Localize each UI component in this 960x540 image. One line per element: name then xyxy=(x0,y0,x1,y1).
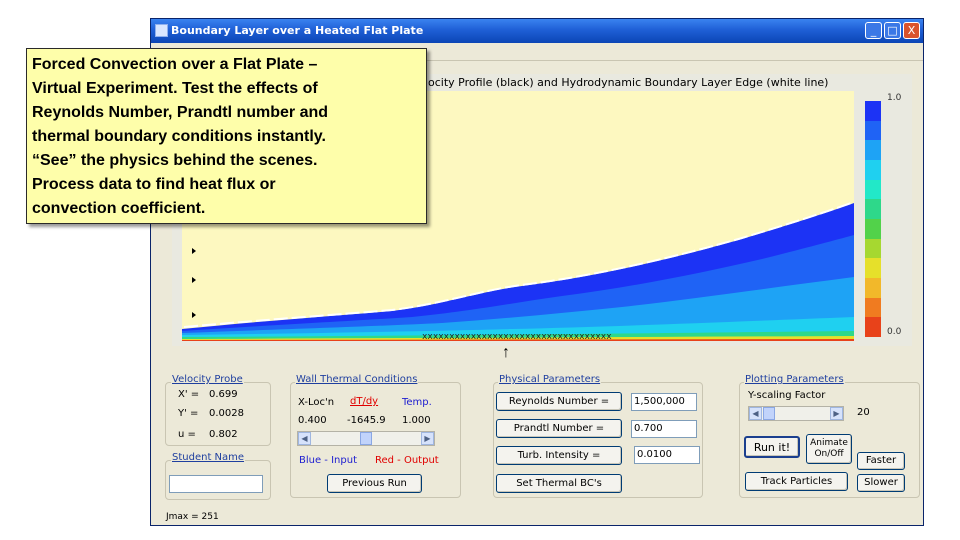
boundary-layer-contour: xxxxxxxxxxxxxxxxxxxxxxxxxxxxxxxxxxx xyxy=(182,201,854,341)
faster-button[interactable]: Faster xyxy=(857,452,905,470)
probe-u-value: 0.802 xyxy=(209,429,238,440)
probe-u-label: u = xyxy=(178,429,196,440)
colorbar-swatch xyxy=(865,317,881,337)
maximize-button[interactable]: □ xyxy=(884,22,901,39)
app-icon xyxy=(155,24,168,37)
velocity-profile-markers xyxy=(192,248,196,318)
colorbar xyxy=(865,101,881,337)
plate-heated-section-marks: xxxxxxxxxxxxxxxxxxxxxxxxxxxxxxxxxxx xyxy=(422,332,612,341)
dtdy-header: dT/dy xyxy=(350,396,379,407)
velocity-probe-group xyxy=(165,382,271,446)
prandtl-number-input[interactable]: 0.700 xyxy=(631,420,697,438)
probe-y-label: Y' = xyxy=(178,408,199,419)
y-scaling-slider[interactable]: ◀ ▶ xyxy=(748,406,844,421)
colorbar-swatch xyxy=(865,140,881,160)
student-name-title: Student Name xyxy=(171,452,246,463)
x-location-slider-thumb[interactable] xyxy=(360,432,372,445)
colorbar-swatch xyxy=(865,238,881,259)
student-name-input[interactable] xyxy=(169,475,263,493)
colorbar-swatch xyxy=(865,120,881,141)
scroll-right-icon[interactable]: ▶ xyxy=(830,407,843,420)
blue-input-legend: Blue - Input xyxy=(299,455,357,466)
reynolds-number-button[interactable]: Reynolds Number = xyxy=(496,392,622,411)
turbulence-intensity-button[interactable]: Turb. Intensity = xyxy=(496,446,622,465)
description-callout: Forced Convection over a Flat Plate – Vi… xyxy=(26,48,427,224)
colorbar-swatch xyxy=(865,179,881,200)
run-button[interactable]: Run it! xyxy=(744,436,800,458)
colorbar-swatch xyxy=(865,258,881,278)
scroll-left-icon[interactable]: ◀ xyxy=(749,407,762,420)
temp-header: Temp. xyxy=(402,397,432,408)
track-particles-button[interactable]: Track Particles xyxy=(745,472,848,491)
prandtl-number-button[interactable]: Prandtl Number = xyxy=(496,419,622,438)
previous-run-button[interactable]: Previous Run xyxy=(327,474,422,493)
colorbar-swatch xyxy=(865,199,881,219)
turbulence-intensity-input[interactable]: 0.0100 xyxy=(634,446,700,464)
contour-band-7 xyxy=(182,339,854,341)
probe-x-label: X' = xyxy=(178,389,200,400)
colorbar-min-label: 0.0 xyxy=(887,327,902,337)
velocity-probe-title: Velocity Probe xyxy=(171,374,244,385)
y-scaling-label: Y-scaling Factor xyxy=(748,390,826,401)
y-scaling-slider-thumb[interactable] xyxy=(763,407,775,420)
up-arrow-icon: ↑ xyxy=(502,344,510,361)
physical-parameters-title: Physical Parameters xyxy=(498,374,602,385)
colorbar-swatch xyxy=(865,218,881,239)
jmax-label: Jmax = 251 xyxy=(166,512,219,522)
temp-value: 1.000 xyxy=(402,415,431,426)
xloc-value: 0.400 xyxy=(298,415,327,426)
plotting-parameters-title: Plotting Parameters xyxy=(744,374,845,385)
slower-button[interactable]: Slower xyxy=(857,474,905,492)
animate-toggle-button[interactable]: Animate On/Off xyxy=(806,434,852,464)
x-location-slider[interactable]: ◀ ▶ xyxy=(297,431,435,446)
colorbar-swatch xyxy=(865,297,881,318)
dtdy-value: -1645.9 xyxy=(347,415,386,426)
window-title: Boundary Layer over a Heated Flat Plate xyxy=(171,24,424,37)
xloc-header: X-Loc'n xyxy=(298,397,335,408)
close-button[interactable]: X xyxy=(903,22,920,39)
scroll-left-icon[interactable]: ◀ xyxy=(298,432,311,445)
red-output-legend: Red - Output xyxy=(375,455,439,466)
reynolds-number-input[interactable]: 1,500,000 xyxy=(631,393,697,411)
scroll-right-icon[interactable]: ▶ xyxy=(421,432,434,445)
y-scaling-value: 20 xyxy=(857,407,870,418)
probe-x-value: 0.699 xyxy=(209,389,238,400)
boundary-layer-edge-line xyxy=(183,201,854,328)
colorbar-swatch xyxy=(865,101,881,121)
colorbar-swatch xyxy=(865,159,881,180)
title-bar[interactable]: Boundary Layer over a Heated Flat Plate … xyxy=(151,19,923,43)
plot-title: ocity Profile (black) and Hydrodynamic B… xyxy=(428,76,829,89)
minimize-button[interactable]: _ xyxy=(865,22,882,39)
colorbar-max-label: 1.0 xyxy=(887,93,902,103)
probe-y-value: 0.0028 xyxy=(209,408,244,419)
wall-thermal-title: Wall Thermal Conditions xyxy=(295,374,419,385)
set-thermal-bc-button[interactable]: Set Thermal BC's xyxy=(496,474,622,493)
colorbar-swatch xyxy=(865,277,881,298)
